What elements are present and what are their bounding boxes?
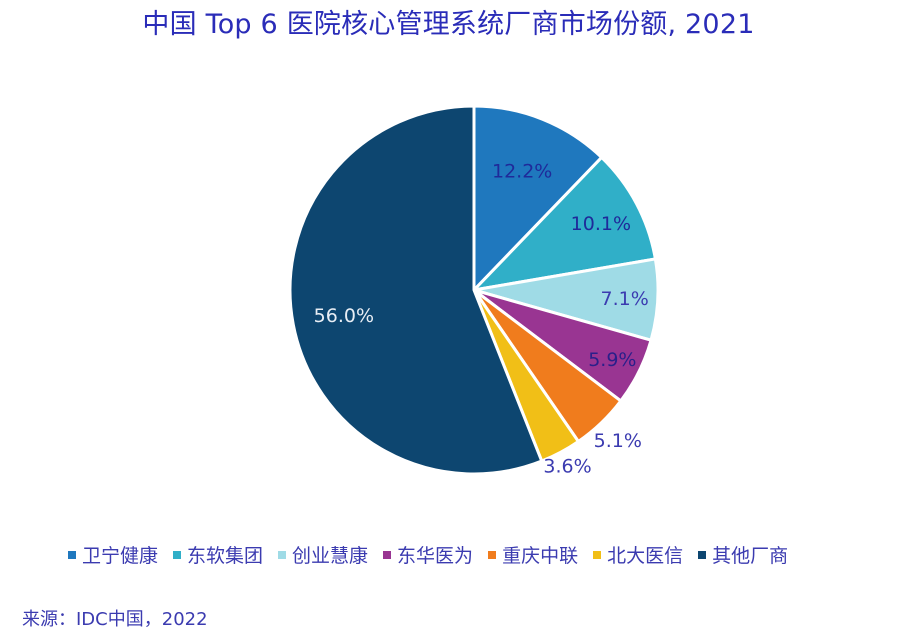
legend-swatch-icon <box>173 550 182 559</box>
legend-item-pku: 北大医信 <box>593 541 683 568</box>
legend-label: 东华医为 <box>397 545 474 567</box>
legend-label: 创业慧康 <box>292 545 369 567</box>
slice-label: 10.1% <box>571 213 631 235</box>
chart-legend: 卫宁健康 东软集团 创业慧康 东华医为 重庆中联 北大医信 其他厂商 <box>68 541 803 568</box>
legend-swatch-icon <box>593 550 602 559</box>
legend-item-bsoft: 创业慧康 <box>278 541 368 568</box>
legend-label: 北大医信 <box>607 545 684 567</box>
legend-item-zhonglian: 重庆中联 <box>488 541 578 568</box>
legend-label: 其他厂商 <box>712 545 789 567</box>
slice-label: 7.1% <box>601 288 649 310</box>
pie-slice-0 <box>472 104 604 292</box>
legend-swatch-icon <box>488 550 497 559</box>
legend-swatch-icon <box>383 550 392 559</box>
slice-label: 3.6% <box>543 455 591 477</box>
slice-label: 56.0% <box>314 305 374 327</box>
chart-title: 中国 Top 6 医院核心管理系统厂商市场份额, 2021 <box>142 9 755 40</box>
slice-label: 12.2% <box>492 161 552 183</box>
source-note: 来源：IDC中国，2022 <box>22 609 208 630</box>
pie-slice-6 <box>288 104 544 476</box>
legend-item-weining: 卫宁健康 <box>68 541 158 568</box>
legend-swatch-icon <box>68 550 76 559</box>
slice-label: 5.9% <box>588 349 636 371</box>
legend-swatch-icon <box>698 550 707 559</box>
legend-item-neusoft: 东软集团 <box>173 541 263 568</box>
legend-item-others: 其他厂商 <box>698 541 788 568</box>
legend-item-donghua: 东华医为 <box>383 541 473 568</box>
pie-slice-1 <box>472 155 657 292</box>
slice-label: 5.1% <box>594 430 642 452</box>
legend-label: 卫宁健康 <box>82 545 159 567</box>
legend-label: 东软集团 <box>187 545 264 567</box>
legend-swatch-icon <box>278 550 287 559</box>
legend-label: 重庆中联 <box>502 545 579 567</box>
